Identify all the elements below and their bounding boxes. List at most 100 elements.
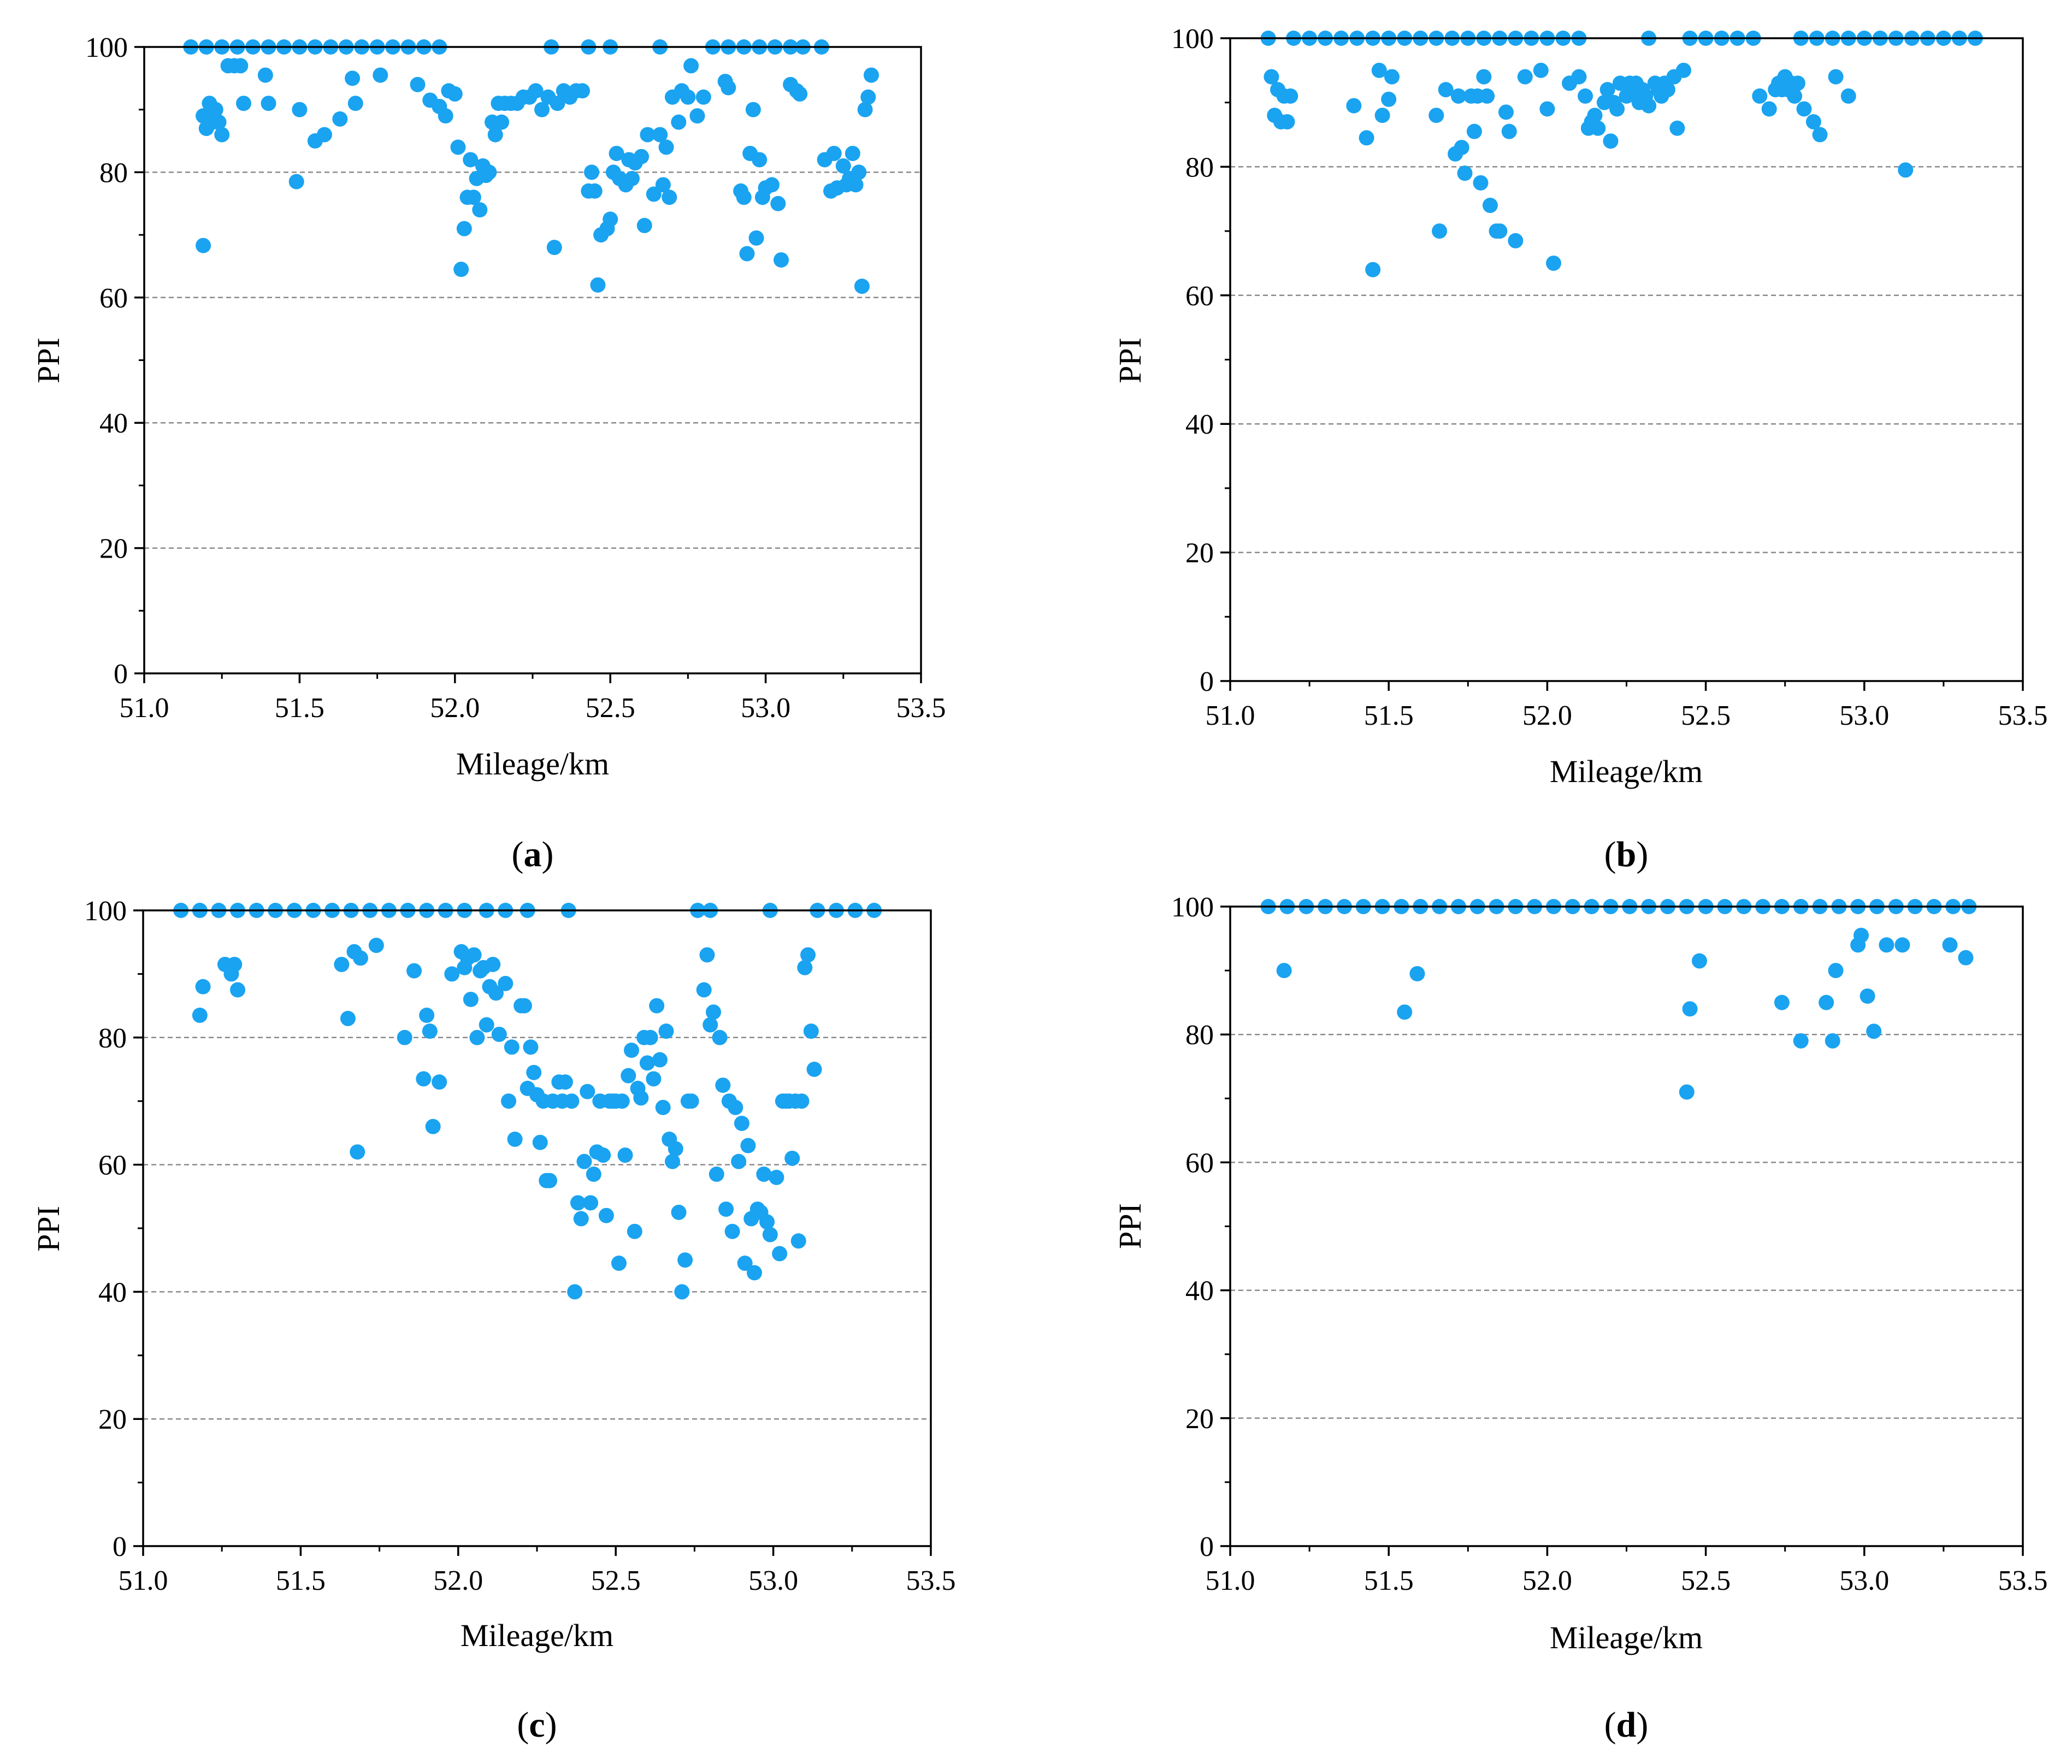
- data-point: [671, 114, 687, 130]
- data-point: [1587, 108, 1603, 123]
- data-point: [1498, 104, 1514, 120]
- data-point: [792, 86, 808, 102]
- data-point: [835, 158, 851, 174]
- data-point: [860, 89, 876, 105]
- grid-lines: [1230, 1033, 2023, 1419]
- y-axis-label: PPI: [31, 338, 66, 383]
- tick-labels: 51.0 51.5 52.0 52.5 53.0 53.5 0 20 40 60 80 100: [85, 32, 946, 724]
- data-point: [432, 1074, 447, 1090]
- data-point: [851, 164, 867, 180]
- data-point: [740, 1138, 756, 1153]
- y-tick-label: 40: [99, 408, 128, 439]
- data-point: [347, 96, 363, 111]
- x-tick-label: 52.0: [433, 1565, 483, 1596]
- data-point: [784, 1150, 800, 1166]
- data-point: [696, 982, 712, 998]
- data-point: [759, 1214, 775, 1230]
- x-tick-label: 53.0: [1839, 700, 1889, 731]
- data-point: [614, 1093, 630, 1109]
- data-point: [854, 279, 870, 294]
- tick-labels: 51.0 51.5 52.0 52.5 53.0 53.5 0 20 40 60 80 100: [1171, 23, 2048, 731]
- data-point: [257, 67, 273, 83]
- data-points: [1260, 899, 1977, 1100]
- data-point: [639, 1055, 655, 1071]
- data-point: [1898, 162, 1914, 178]
- data-point: [584, 164, 600, 180]
- data-point: [762, 1227, 778, 1242]
- data-points: [183, 39, 879, 294]
- data-point: [715, 1078, 731, 1093]
- data-point: [1397, 1004, 1413, 1020]
- data-point: [797, 960, 813, 975]
- data-point: [532, 1134, 548, 1150]
- data-point: [1450, 88, 1466, 104]
- data-point: [368, 938, 384, 954]
- y-tick-label: 40: [1185, 1276, 1214, 1307]
- data-point: [1942, 937, 1958, 953]
- y-tick-label: 40: [98, 1277, 127, 1308]
- data-point: [261, 96, 276, 111]
- data-point: [1346, 98, 1362, 114]
- data-point: [465, 190, 481, 205]
- data-point: [668, 1141, 683, 1157]
- data-point: [583, 1195, 599, 1211]
- data-point: [1279, 114, 1295, 130]
- data-point: [640, 127, 656, 143]
- data-point: [1819, 995, 1834, 1010]
- data-point: [655, 1099, 671, 1115]
- data-point: [617, 1147, 633, 1163]
- x-tick-label: 52.5: [1681, 700, 1731, 731]
- data-point: [1457, 165, 1473, 181]
- data-point: [410, 76, 426, 92]
- x-tick-label: 51.5: [1364, 1565, 1414, 1596]
- data-point: [288, 174, 304, 190]
- data-point: [1853, 927, 1869, 943]
- data-point: [332, 111, 348, 127]
- y-tick-label: 0: [1200, 1531, 1214, 1562]
- data-point: [546, 240, 562, 256]
- y-tick-label: 80: [1185, 1020, 1214, 1051]
- y-axis-label: PPI: [31, 1206, 66, 1252]
- x-tick-label: 51.0: [1206, 1565, 1255, 1596]
- x-tick-label: 51.5: [1364, 700, 1414, 731]
- data-point: [479, 1017, 494, 1033]
- data-point: [453, 262, 469, 277]
- data-point: [1479, 88, 1495, 104]
- data-point: [1381, 91, 1397, 107]
- data-point: [576, 1153, 592, 1169]
- data-point: [456, 221, 472, 236]
- data-point: [603, 211, 618, 227]
- data-point: [444, 966, 460, 982]
- data-point: [752, 152, 768, 168]
- data-point: [236, 96, 252, 111]
- y-tick-label: 60: [1185, 281, 1214, 312]
- data-point: [1578, 88, 1593, 104]
- data-point: [590, 277, 606, 293]
- data-point: [1828, 963, 1844, 979]
- data-point: [1609, 101, 1625, 117]
- data-point: [624, 1043, 640, 1058]
- data-point: [573, 1211, 589, 1227]
- data-point: [1539, 101, 1555, 117]
- data-point: [1894, 937, 1910, 953]
- x-tick-label: 53.0: [1839, 1565, 1889, 1596]
- data-point: [683, 1093, 699, 1109]
- data-point: [1828, 69, 1844, 85]
- data-point: [1796, 101, 1812, 117]
- data-point: [406, 963, 422, 979]
- data-point: [230, 982, 246, 998]
- panel-caption-a: (a): [512, 834, 554, 874]
- panel-a: 51.0 51.5 52.0 52.5 53.0 53.5 0 20 40 60 80 100 Mil…: [31, 32, 946, 874]
- data-point: [633, 1090, 649, 1106]
- y-tick-label: 20: [1185, 538, 1214, 569]
- x-axis-label: Mileage/km: [456, 746, 609, 782]
- data-point: [624, 170, 640, 186]
- y-tick-label: 0: [113, 1531, 127, 1562]
- data-point: [1359, 130, 1374, 146]
- data-point: [772, 1246, 788, 1262]
- y-tick-label: 100: [1171, 23, 1214, 55]
- data-point: [1691, 953, 1707, 969]
- data-point: [671, 1204, 687, 1220]
- data-point: [1374, 108, 1390, 123]
- data-point: [463, 152, 479, 168]
